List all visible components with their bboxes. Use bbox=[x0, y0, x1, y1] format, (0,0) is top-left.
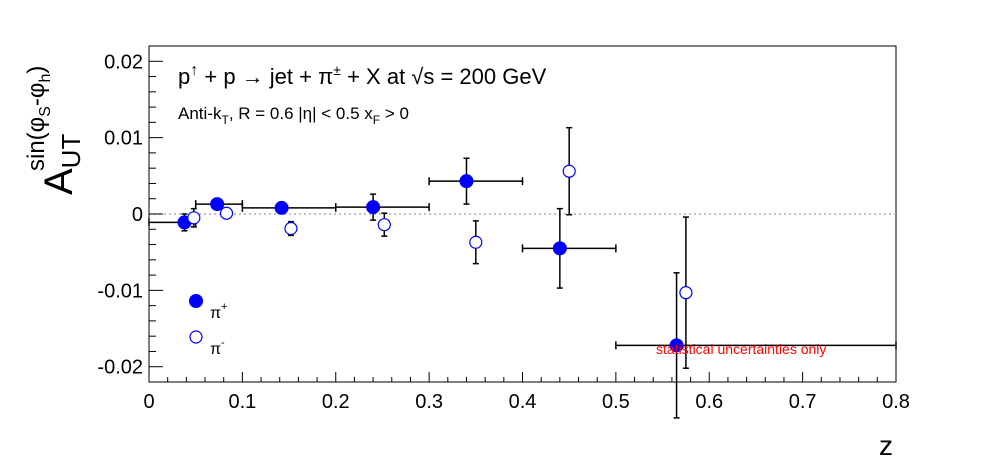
chart-title: p↑ + p → jet + π± + X at √s = 200 GeV bbox=[178, 62, 547, 89]
x-tick-label: 0.7 bbox=[789, 391, 817, 413]
x-tick-label: 0.5 bbox=[602, 391, 630, 413]
data-point-pi-minus bbox=[469, 235, 483, 249]
data-point-pi-minus bbox=[219, 206, 234, 220]
data-point-pi-plus bbox=[669, 338, 684, 353]
svg-text:Anti-kT, R = 0.6 |η| < 0.5: Anti-kT, R = 0.6 |η| < 0.5 xF > 0 bbox=[178, 104, 409, 127]
data-point-pi-minus bbox=[284, 221, 298, 236]
svg-text:sin(φS-φh): sin(φS-φh) bbox=[23, 66, 54, 171]
chart-subtitle: Anti-kT, R = 0.6 |η| < 0.5 xF > 0 bbox=[178, 104, 409, 127]
legend-label-pi-minus: π- bbox=[210, 337, 225, 358]
x-tick-label: 0.3 bbox=[415, 391, 443, 413]
data-point-pi-minus bbox=[377, 218, 391, 232]
y-tick-label: -0.01 bbox=[97, 280, 143, 302]
data-point-pi-plus bbox=[552, 241, 567, 256]
x-tick-label: 0.8 bbox=[882, 391, 910, 413]
y-tick-label: -0.02 bbox=[97, 357, 143, 379]
legend: π+ π- bbox=[189, 294, 227, 358]
axes: 0 0.1 0.2 0.3 0.4 0.5 0.6 0.7 0.8 -0.02 -0.01 0 0.01… bbox=[97, 45, 910, 413]
x-axis-label: z bbox=[879, 430, 893, 461]
x-tick-label: 0 bbox=[143, 391, 154, 413]
series-pi-plus bbox=[148, 157, 897, 419]
annotation-statistical-uncertainties: statistical uncertainties only bbox=[656, 341, 826, 357]
legend-label-pi-plus: π+ bbox=[210, 301, 227, 322]
x-tick-label: 0.2 bbox=[322, 391, 350, 413]
svg-text:p↑ + p → jet + π± + X at √s =: p↑ + p → jet + π± + X at √s = 200 GeV bbox=[178, 62, 547, 89]
series-pi-minus bbox=[187, 126, 693, 370]
data-point-pi-plus bbox=[366, 200, 381, 215]
data-point-pi-plus bbox=[210, 197, 225, 212]
data-point-pi-minus bbox=[679, 286, 693, 300]
data-point-pi-minus bbox=[562, 164, 576, 178]
svg-text:AUT: AUT bbox=[37, 134, 86, 195]
plot-frame bbox=[148, 45, 897, 383]
y-tick-label: 0 bbox=[132, 204, 143, 226]
data-point-pi-plus bbox=[459, 174, 474, 189]
legend-marker-pi-minus bbox=[189, 330, 203, 344]
x-tick-label: 0.6 bbox=[695, 391, 723, 413]
x-tick-label: 0.4 bbox=[509, 391, 537, 413]
y-axis-label: AUT sin(φS-φh) bbox=[23, 66, 86, 195]
data-point-pi-minus bbox=[187, 211, 201, 225]
legend-marker-pi-plus bbox=[189, 294, 203, 308]
y-tick-label: 0.02 bbox=[104, 51, 143, 73]
x-tick-label: 0.1 bbox=[228, 391, 256, 413]
y-tick-label: 0.01 bbox=[104, 128, 143, 150]
data-point-pi-plus bbox=[274, 200, 289, 215]
data-layer bbox=[148, 126, 897, 419]
